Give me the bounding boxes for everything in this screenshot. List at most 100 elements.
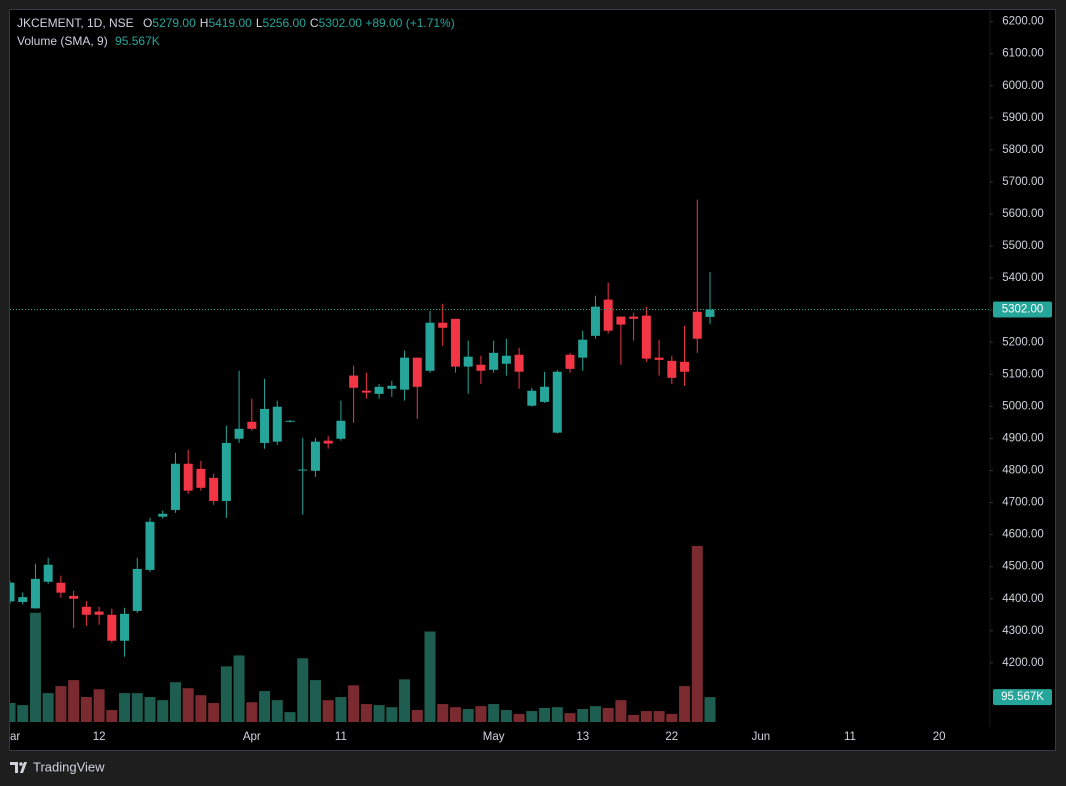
y-tick-label: 5000.00 [1002,400,1044,412]
candle-body [590,306,600,336]
volume-bar [602,707,614,722]
volume-bar [55,686,67,722]
y-tick-label: 5500.00 [1002,240,1044,252]
volume-bar [93,689,105,722]
candle-body [221,442,231,501]
volume-bar [449,707,461,722]
volume-bar [29,612,41,722]
y-tick-label: 5400.00 [1002,272,1044,284]
volume-bar [169,682,181,722]
x-tick-label: Apr [243,731,261,743]
candle-body [501,355,511,364]
volume-bar [309,680,321,722]
candle-body [349,375,359,388]
y-tick-label: 5100.00 [1002,368,1044,380]
volume-bar [246,702,258,722]
candle-body [310,441,320,471]
volume-bar [526,711,538,722]
candle-body [196,468,206,488]
volume-bar [322,700,334,722]
legend: JKCEMENT, 1D, NSE O5279.00 H5419.00 L5256.… [17,16,455,30]
candle-body [425,322,435,371]
axes: 4200.00 4300.00 4400.00 4500.00 4600.00 4700.… [10,16,1052,743]
y-tick-label: 4700.00 [1002,497,1044,509]
candle-body [450,318,460,367]
candle-body [158,513,168,517]
volume-bar [42,693,54,722]
volume-badge-label: 95.567K [1001,691,1044,703]
volume-bar [259,691,271,722]
volume-bar [539,707,551,722]
x-tick-label: 11 [335,731,347,743]
candle-body [132,568,142,611]
candle-body [183,463,193,491]
candle-body [247,421,257,429]
candle-body [489,352,499,370]
volume-bar [144,697,156,722]
candle-body [476,364,486,371]
volume-bar [182,688,194,722]
y-tick-label: 4300.00 [1002,625,1044,637]
x-tick-label: 12 [93,731,106,743]
candle-body [629,316,639,319]
candle-body [641,315,651,359]
volume-bar [704,697,716,722]
volume-bar [233,655,245,722]
volume-bar [360,704,372,722]
y-tick-label: 5800.00 [1002,144,1044,156]
candle-body [56,582,66,593]
volume-name: Volume (SMA, 9) [17,34,108,48]
candle-body [298,469,308,471]
x-tick-label: May [483,731,505,743]
candle-body [81,606,91,615]
candle-body [705,309,715,317]
candle-body [540,386,550,402]
volume-bar [475,706,487,722]
volume-bar [373,705,385,722]
volume-bar [577,708,589,722]
volume-bar [399,679,411,722]
y-tick-label: 6200.00 [1002,16,1044,28]
last-price-badge [993,301,1052,318]
y-tick-label: 5700.00 [1002,176,1044,188]
volume-bar [17,705,29,722]
candle-body [234,428,244,439]
volume-bar [195,695,207,722]
volume-bar [10,703,16,722]
volume-bar [157,700,169,722]
volume-bar [628,714,640,722]
candle-body [107,614,117,641]
volume-bar [615,700,627,722]
volume-bar [462,708,474,722]
candle-body [120,613,130,641]
candle-body [374,386,384,394]
candle-body [361,390,371,393]
field-value: 5256.00 [263,16,307,30]
candle-body [69,595,79,599]
volume-bar [335,697,347,722]
volume-bar [437,704,449,722]
volume-bar [551,707,563,722]
volume-bar [640,711,652,722]
candle-body [692,311,702,339]
y-tick-label: 4800.00 [1002,465,1044,477]
candle-body [323,440,333,444]
volume-bar [424,631,436,722]
volume-bar [589,706,601,722]
candle-body [272,406,282,442]
candle-body [680,361,690,372]
candle-body [145,521,155,570]
candle-body [30,578,40,609]
volume-bar [220,666,232,722]
candle-body [654,357,664,360]
candle-body [285,420,295,422]
candle-body [565,354,575,369]
candle-body [260,408,270,443]
candle-body [578,339,588,358]
x-tick-label: 20 [933,731,946,743]
candle-body [463,356,473,367]
x-tick-label: 11 [844,731,856,743]
volume-bar [106,710,118,722]
